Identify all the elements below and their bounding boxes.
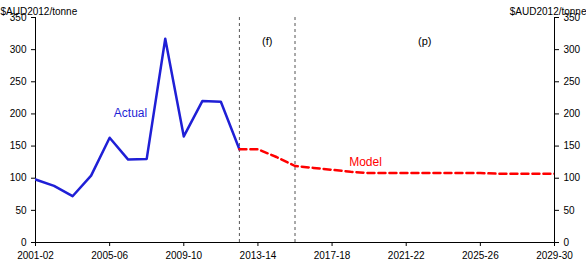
- svg-text:2025-26: 2025-26: [462, 250, 499, 261]
- svg-text:350: 350: [563, 11, 581, 23]
- svg-text:250: 250: [564, 76, 581, 87]
- svg-text:200: 200: [564, 108, 581, 119]
- svg-text:Model: Model: [349, 155, 382, 169]
- svg-text:350: 350: [9, 11, 27, 23]
- svg-text:(p): (p): [418, 35, 431, 47]
- svg-text:250: 250: [10, 76, 27, 87]
- svg-text:2009-10: 2009-10: [165, 250, 202, 261]
- svg-text:2001-02: 2001-02: [17, 250, 54, 261]
- svg-text:100: 100: [564, 172, 581, 183]
- svg-text:300: 300: [564, 44, 581, 55]
- svg-text:50: 50: [15, 205, 27, 216]
- svg-text:$AUD2012/tonne: $AUD2012/tonne: [510, 6, 586, 17]
- svg-text:2017-18: 2017-18: [314, 250, 351, 261]
- svg-text:50: 50: [564, 205, 576, 216]
- svg-text:2013-14: 2013-14: [240, 250, 277, 261]
- svg-text:2021-22: 2021-22: [388, 250, 425, 261]
- svg-text:2005-06: 2005-06: [91, 250, 128, 261]
- svg-text:Actual: Actual: [114, 106, 147, 120]
- svg-text:(f): (f): [262, 35, 272, 47]
- svg-text:$AUD2012/tonne: $AUD2012/tonne: [1, 6, 78, 17]
- svg-text:200: 200: [10, 108, 27, 119]
- svg-text:2029-30: 2029-30: [536, 250, 573, 261]
- svg-text:150: 150: [10, 140, 27, 151]
- svg-text:150: 150: [564, 140, 581, 151]
- svg-text:100: 100: [10, 172, 27, 183]
- svg-text:0: 0: [21, 237, 27, 248]
- svg-text:300: 300: [10, 44, 27, 55]
- svg-text:0: 0: [564, 237, 570, 248]
